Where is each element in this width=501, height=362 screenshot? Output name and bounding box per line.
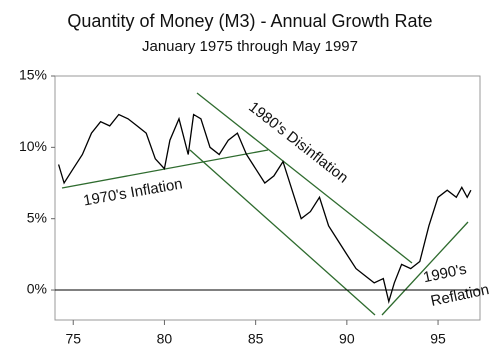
x-tick-label: 95 bbox=[430, 331, 446, 347]
x-tick-label: 75 bbox=[65, 331, 81, 347]
plot-frame bbox=[54, 75, 481, 321]
y-tick-label: 15% bbox=[19, 67, 47, 83]
x-tick-label: 90 bbox=[339, 331, 355, 347]
chart-subtitle: January 1975 through May 1997 bbox=[142, 38, 358, 55]
trend-line bbox=[196, 92, 413, 264]
annotation: 1970's Inflation bbox=[82, 175, 184, 209]
y-tick-label: 0% bbox=[27, 281, 47, 297]
x-tick-label: 85 bbox=[248, 331, 264, 347]
series-line bbox=[57, 113, 472, 305]
y-tick-label: 10% bbox=[19, 138, 47, 154]
x-tick-label: 80 bbox=[157, 331, 173, 347]
annotation: Reflation bbox=[429, 281, 490, 310]
chart-title: Quantity of Money (M3) - Annual Growth R… bbox=[67, 11, 432, 31]
trend-line bbox=[381, 221, 469, 316]
y-tick-label: 5% bbox=[27, 209, 47, 225]
trend-line bbox=[189, 149, 376, 316]
